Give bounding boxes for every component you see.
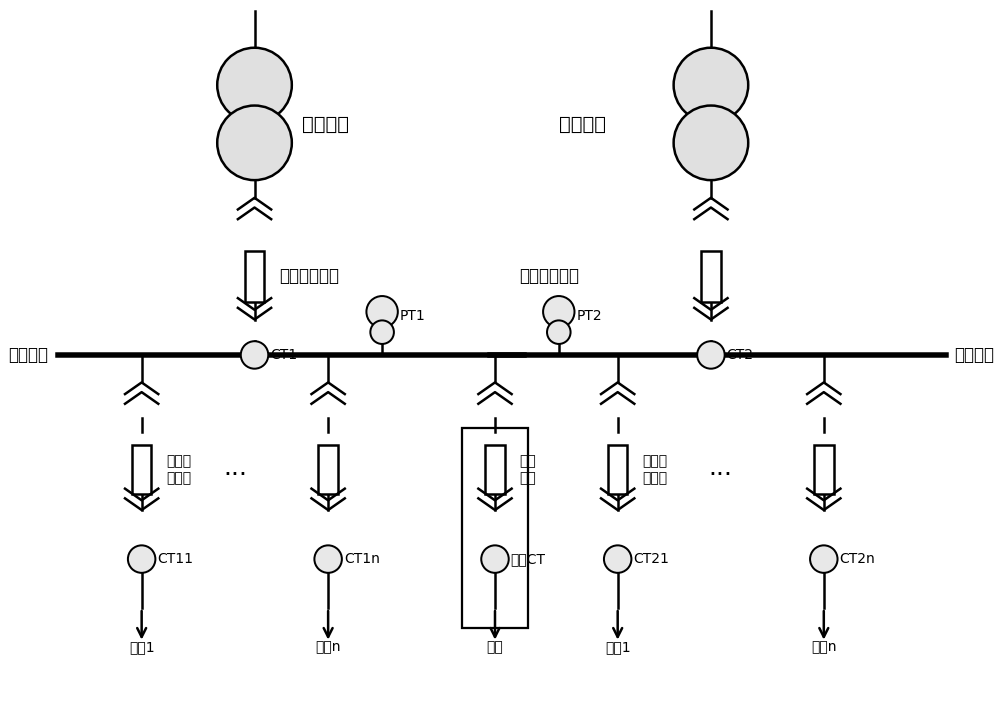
Text: 馈线1: 馈线1	[129, 641, 154, 655]
Text: CT2n: CT2n	[840, 552, 875, 566]
Text: ···: ···	[223, 463, 247, 486]
Text: CT11: CT11	[157, 552, 193, 566]
Bar	[485, 445, 505, 494]
Text: 第二母线: 第二母线	[954, 346, 994, 364]
Circle shape	[314, 546, 342, 573]
Text: PT1: PT1	[400, 308, 426, 322]
Circle shape	[481, 546, 509, 573]
Bar	[462, 427, 528, 628]
Circle shape	[810, 546, 838, 573]
Bar	[318, 445, 338, 494]
Circle shape	[241, 341, 268, 369]
Text: CT2: CT2	[727, 348, 754, 362]
Circle shape	[697, 341, 725, 369]
Bar	[132, 445, 151, 494]
Text: 第一变低开关: 第一变低开关	[279, 268, 339, 285]
Text: 馈线n: 馈线n	[811, 641, 837, 655]
Circle shape	[217, 106, 292, 180]
Circle shape	[674, 106, 748, 180]
Circle shape	[128, 546, 155, 573]
Text: PT2: PT2	[576, 308, 602, 322]
Text: 第二主变: 第二主变	[559, 115, 606, 134]
Circle shape	[674, 48, 748, 122]
Bar	[701, 251, 721, 302]
Text: CT21: CT21	[633, 552, 669, 566]
Circle shape	[543, 296, 574, 327]
Circle shape	[217, 48, 292, 122]
Bar	[814, 445, 834, 494]
Text: ···: ···	[709, 463, 733, 486]
Text: 第一主变: 第一主变	[302, 115, 349, 134]
Circle shape	[366, 296, 398, 327]
Text: CT1n: CT1n	[344, 552, 380, 566]
Circle shape	[547, 320, 571, 344]
Bar	[608, 445, 627, 494]
Text: 第一母线: 第一母线	[8, 346, 48, 364]
Text: 母联: 母联	[487, 641, 503, 655]
Text: 馈线n: 馈线n	[315, 641, 341, 655]
Text: CT1: CT1	[270, 348, 297, 362]
Bar	[245, 251, 264, 302]
Circle shape	[604, 546, 631, 573]
Text: 母联
开关: 母联 开关	[520, 454, 536, 486]
Text: 第二变低开关: 第二变低开关	[520, 268, 580, 285]
Text: 母联CT: 母联CT	[511, 552, 546, 566]
Circle shape	[370, 320, 394, 344]
Text: 第二电
源开关: 第二电 源开关	[642, 454, 667, 486]
Text: 第一电
源开关: 第一电 源开关	[166, 454, 191, 486]
Text: 馈线1: 馈线1	[605, 641, 630, 655]
